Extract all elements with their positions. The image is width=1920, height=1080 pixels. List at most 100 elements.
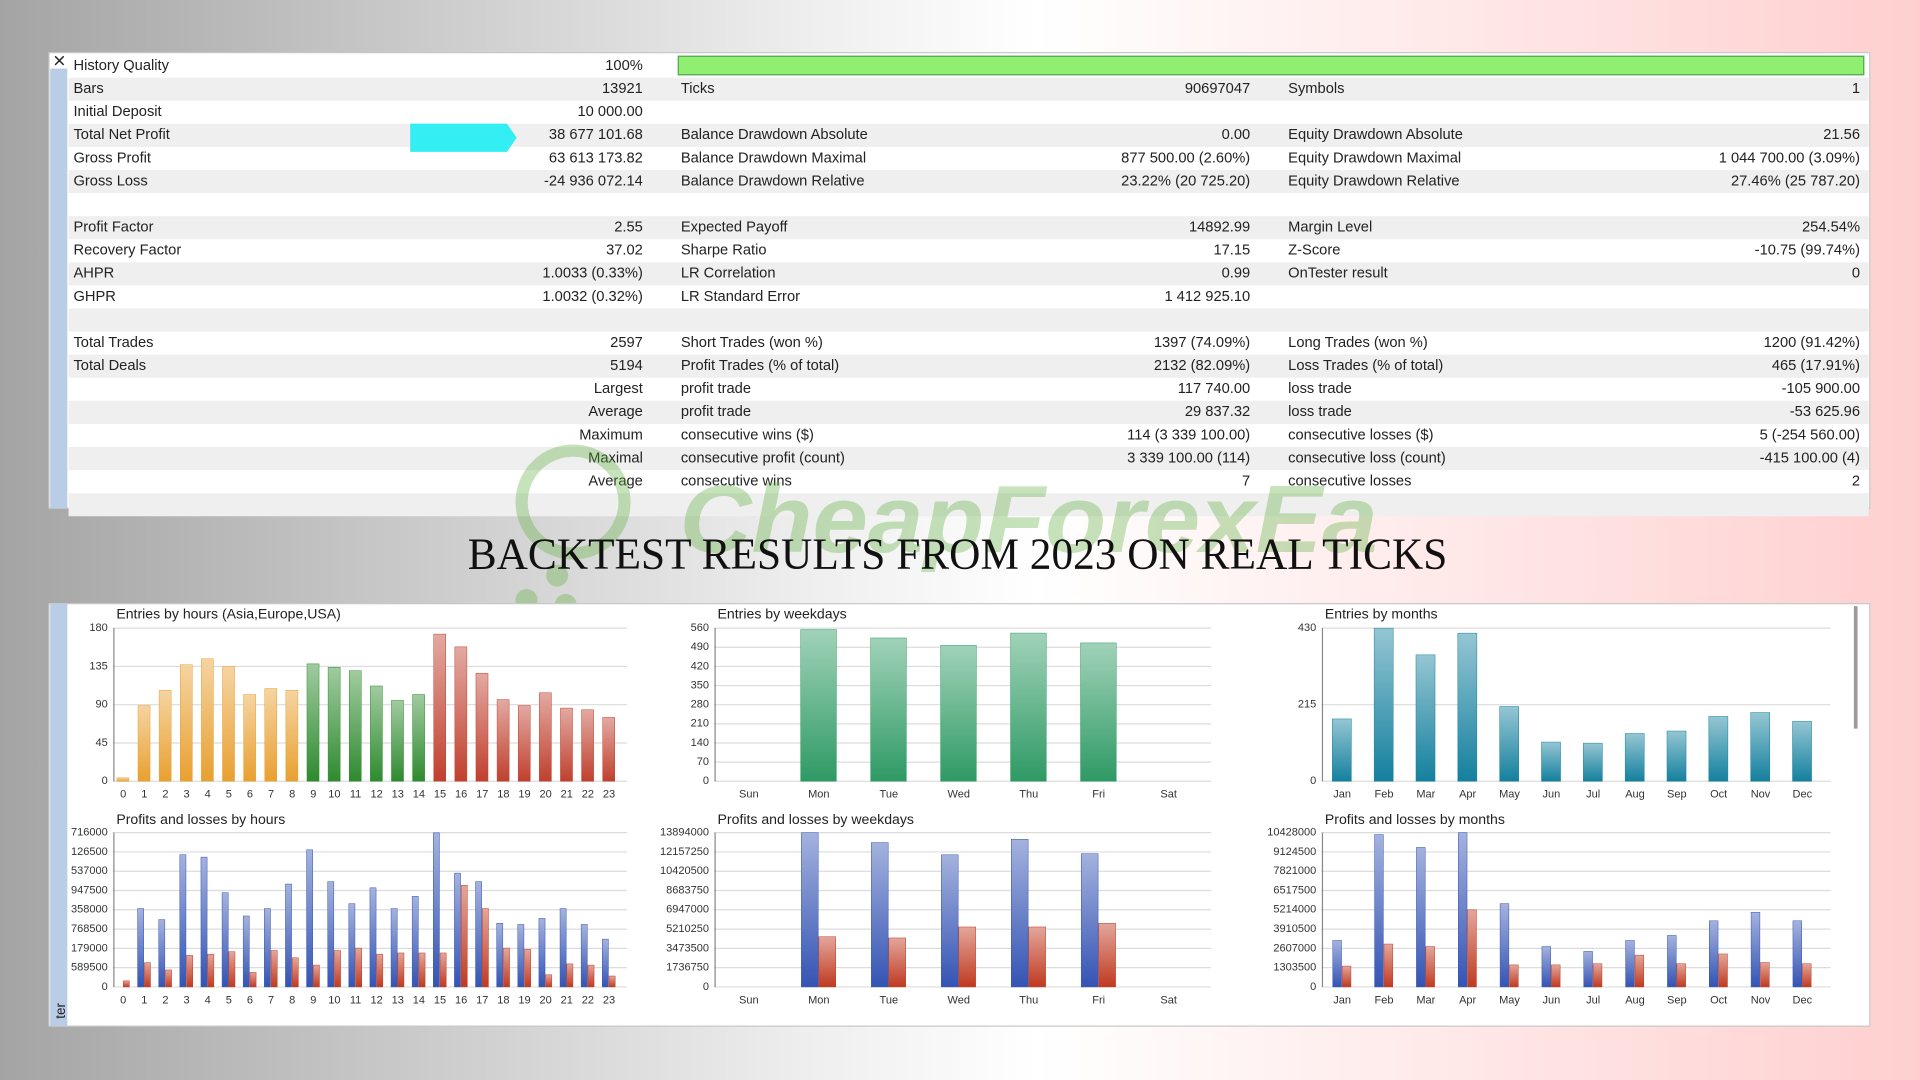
cell-label: Z-Score xyxy=(1288,243,1340,259)
x-tick-label: Jan xyxy=(1333,994,1351,1006)
y-tick-label: 358000 xyxy=(71,904,108,916)
bar xyxy=(327,881,335,988)
bar xyxy=(1332,940,1342,988)
cell-label: GHPR xyxy=(73,289,115,305)
side-strip xyxy=(50,603,68,1027)
close-button[interactable] xyxy=(54,55,65,66)
cell-value: 63 613 173.82 xyxy=(549,150,643,166)
cell-label: Bars xyxy=(73,81,103,97)
x-tick-label: Sat xyxy=(1160,994,1177,1006)
cell-label: Profit Factor xyxy=(73,220,153,236)
x-tick-label: Wed xyxy=(948,994,970,1006)
cell-label: Recovery Factor xyxy=(73,243,181,259)
cell-label: Equity Drawdown Maximal xyxy=(1288,150,1461,166)
x-tick-label: 22 xyxy=(582,789,594,801)
side-tab[interactable]: ter xyxy=(53,1003,68,1019)
cell-value: 465 (17.91%) xyxy=(1772,358,1860,374)
cell-value: 1.0033 (0.33%) xyxy=(542,266,642,282)
bar xyxy=(1416,847,1426,988)
bar xyxy=(348,670,362,782)
bar xyxy=(580,924,588,988)
cell-value: 877 500.00 (2.60%) xyxy=(1121,150,1250,166)
scrollbar[interactable] xyxy=(1853,606,1858,729)
bar xyxy=(291,957,299,988)
bar xyxy=(285,689,299,782)
x-tick-label: 7 xyxy=(268,789,274,801)
bar xyxy=(818,936,836,988)
row-band xyxy=(68,308,1869,332)
cell-value: 1 xyxy=(1852,81,1860,97)
bar xyxy=(137,908,144,988)
report-table: History Quality 100% Bars 13921 Ticks 9069704… xyxy=(68,55,1869,517)
bar xyxy=(1509,964,1519,988)
cell-value: 1.0032 (0.32%) xyxy=(542,289,642,305)
x-tick-label: Jul xyxy=(1586,789,1600,801)
cell-label: profit trade xyxy=(681,404,751,420)
bar xyxy=(179,854,187,988)
cell-value: 37.02 xyxy=(606,243,643,259)
x-tick-label: 20 xyxy=(540,994,552,1006)
x-tick-label: 23 xyxy=(603,789,615,801)
bar xyxy=(228,951,236,988)
cell-value: 254.54% xyxy=(1802,220,1860,236)
bar xyxy=(1457,832,1468,988)
cell-value: 27.46% (25 787.20) xyxy=(1731,173,1860,189)
bar xyxy=(503,947,510,988)
x-tick-label: Oct xyxy=(1710,994,1727,1006)
y-tick-label: 135 xyxy=(89,660,107,672)
bar xyxy=(418,952,426,988)
x-tick-label: 2 xyxy=(162,994,168,1006)
y-tick-label: 179000 xyxy=(71,942,108,954)
bar xyxy=(524,949,531,988)
x-tick-label: Feb xyxy=(1374,994,1393,1006)
bar xyxy=(1499,706,1519,782)
row-band xyxy=(68,170,1869,194)
x-tick-label: 4 xyxy=(205,789,211,801)
bar xyxy=(1624,733,1645,782)
x-tick-label: 11 xyxy=(350,994,361,1006)
x-tick-label: 0 xyxy=(120,994,126,1006)
x-tick-label: Thu xyxy=(1019,789,1038,801)
bar xyxy=(482,908,489,988)
bar xyxy=(517,705,531,782)
y-tick-label: 589500 xyxy=(71,962,108,974)
cell-label: Profit Trades (% of total) xyxy=(681,358,839,374)
bar xyxy=(1750,911,1761,988)
x-tick-label: Fri xyxy=(1092,994,1105,1006)
bar xyxy=(958,926,976,988)
x-tick-label: Aug xyxy=(1625,994,1645,1006)
cell-label: consecutive profit (count) xyxy=(681,450,845,466)
bar xyxy=(376,953,384,988)
bar xyxy=(412,694,425,782)
bar xyxy=(397,952,405,988)
cell-value: 5 (-254 560.00) xyxy=(1760,427,1860,443)
y-tick-label: 7821000 xyxy=(1273,865,1316,877)
x-tick-label: 14 xyxy=(413,789,425,801)
cell-label: Margin Level xyxy=(1288,220,1372,236)
bar xyxy=(581,709,594,782)
bar xyxy=(348,903,356,988)
y-tick-label: 2607000 xyxy=(1273,942,1316,954)
y-tick-label: 947500 xyxy=(71,884,108,896)
bar xyxy=(602,938,609,988)
y-tick-label: 70 xyxy=(697,756,709,768)
cell-value: Average xyxy=(588,404,642,420)
x-tick-label: Feb xyxy=(1374,789,1393,801)
y-tick-label: 3910500 xyxy=(1273,923,1316,935)
x-tick-label: 13 xyxy=(392,789,404,801)
quality-bar xyxy=(677,55,1865,76)
x-tick-label: Mar xyxy=(1416,789,1435,801)
bar xyxy=(1583,951,1593,988)
cell-value: 117 740.00 xyxy=(1178,381,1250,397)
bar xyxy=(871,842,889,988)
y-tick-label: 12157250 xyxy=(660,846,709,858)
y-tick-label: 5210250 xyxy=(666,923,709,935)
cell-label: LR Standard Error xyxy=(681,289,800,305)
x-tick-label: 12 xyxy=(371,994,383,1006)
cell-value: Average xyxy=(588,473,642,489)
bar xyxy=(1667,935,1677,988)
bar xyxy=(165,969,172,988)
x-tick-label: 17 xyxy=(476,994,488,1006)
x-tick-label: 10 xyxy=(328,994,340,1006)
